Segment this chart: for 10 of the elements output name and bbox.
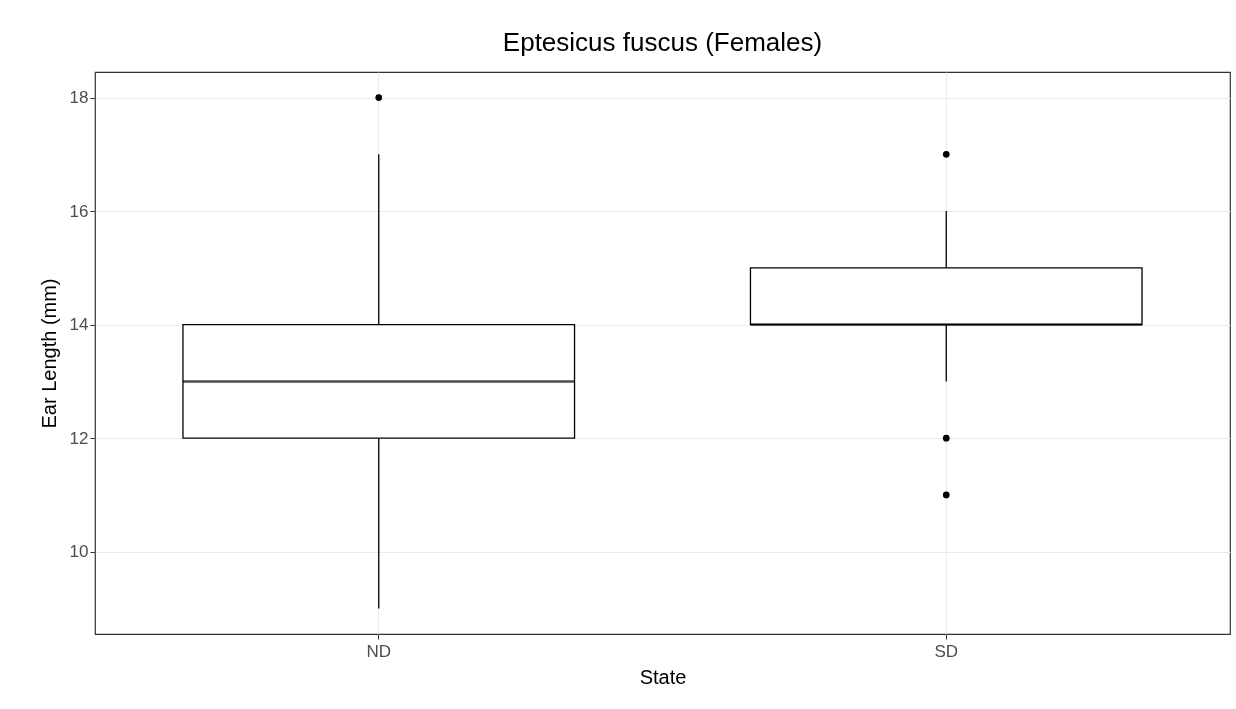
y-axis-title: Ear Length (mm) (37, 278, 60, 429)
y-tick-label: 12 (69, 428, 89, 448)
chart-title: Eptesicus fuscus (Females) (502, 27, 823, 57)
y-tick-label: 10 (69, 542, 89, 562)
x-tick-label: ND (366, 641, 392, 661)
x-axis-title: State (639, 665, 687, 688)
x-tick-label: SD (934, 641, 959, 661)
y-tick-label: 16 (69, 201, 89, 221)
y-tick-label: 14 (69, 315, 89, 335)
y-tick-label: 18 (69, 88, 89, 108)
